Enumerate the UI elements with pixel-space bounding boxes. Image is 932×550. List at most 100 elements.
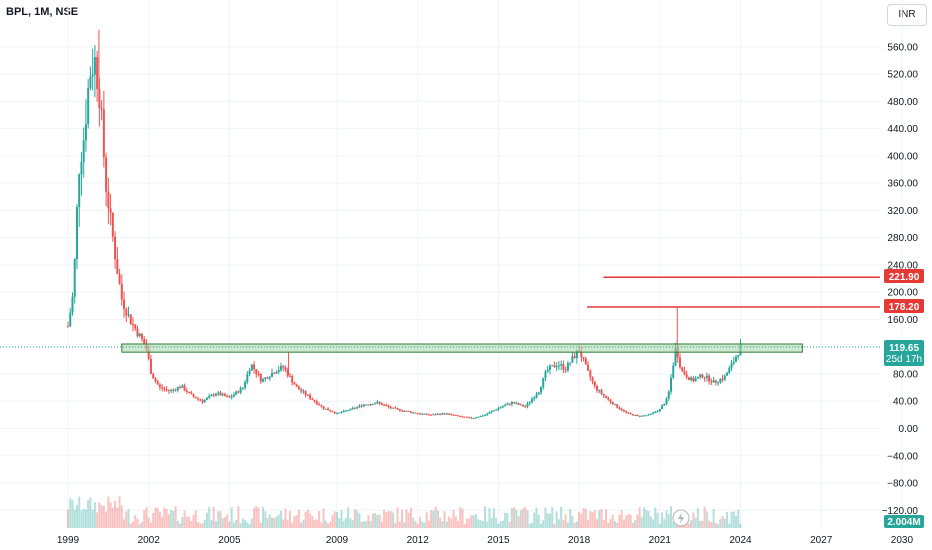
candle-body (450, 413, 453, 415)
candle-body (295, 384, 298, 387)
volume-bar (403, 522, 406, 528)
volume-bar (533, 512, 536, 528)
candle-body (582, 357, 585, 359)
candle-body (681, 367, 684, 371)
candle-body (315, 401, 318, 405)
candle-body (477, 416, 480, 418)
candle-body (262, 379, 265, 382)
volume-bar (282, 519, 285, 528)
volume-bar (587, 519, 590, 528)
candle-body (613, 404, 616, 406)
candle-body (696, 376, 699, 379)
volume-bar (190, 521, 193, 528)
volume-bar (100, 505, 103, 528)
volume-bar (524, 507, 527, 528)
y-tick-label: 320.00 (887, 206, 918, 217)
candle-body (618, 407, 621, 409)
time-axis[interactable]: 1999 2002 2005 2009 2012 2015 2018 2021 2024 2027… (57, 535, 914, 546)
volume-bar (528, 523, 531, 528)
currency-button[interactable]: INR (887, 4, 927, 26)
countdown-text: 25d 17h (886, 354, 922, 365)
candle-body (571, 356, 574, 363)
volume-bar (589, 511, 592, 528)
candle-body (369, 403, 372, 405)
volume-bar (268, 514, 271, 528)
volume-bar (167, 514, 170, 528)
volume-bar (360, 521, 363, 528)
volume-bar (306, 509, 309, 528)
candle-body (111, 212, 114, 237)
candle-body (616, 404, 619, 408)
candle-body (656, 411, 659, 413)
candle-body (665, 398, 668, 404)
volume-bar (136, 518, 139, 528)
volume-bar (286, 519, 289, 528)
replay-button[interactable] (672, 509, 690, 527)
candle-body (726, 372, 729, 376)
candle-body (553, 365, 556, 368)
candle-body (517, 403, 520, 405)
candle-body (185, 390, 188, 393)
volume-bar (304, 511, 307, 528)
candle-body (425, 413, 428, 415)
candle-body (526, 403, 529, 407)
candle-body (219, 392, 222, 396)
volume-bar (658, 523, 661, 528)
volume-bar (515, 509, 518, 528)
candle-body (210, 394, 213, 397)
volume-bar (537, 514, 540, 528)
candle-body (690, 377, 693, 381)
candle-body (304, 391, 307, 396)
volume-bar (226, 514, 229, 528)
chart-overlays (0, 276, 880, 353)
candle-body (143, 338, 146, 344)
candle-body (309, 395, 312, 399)
candle-body (82, 140, 85, 162)
volume-bar (318, 510, 321, 528)
y-tick-label: 240.00 (887, 260, 918, 271)
candle-body (387, 405, 390, 408)
volume-bar (185, 516, 188, 528)
volume-bar (214, 521, 217, 528)
candle-body (201, 400, 204, 403)
volume-bar (230, 507, 233, 528)
candle-body (398, 408, 401, 411)
volume-bar (643, 507, 646, 528)
volume-bar (161, 516, 164, 528)
volume-bar (201, 523, 204, 528)
candle-body (418, 413, 421, 415)
candle-body (134, 324, 137, 329)
candle-body (127, 314, 130, 316)
volume-bar (705, 511, 708, 528)
volume-bar (573, 522, 576, 528)
candle-body (674, 348, 677, 366)
volume-bar (423, 522, 426, 528)
volume-bar (138, 523, 141, 528)
volume-bar (474, 514, 477, 528)
volume-bar (542, 520, 545, 528)
volume-bar (147, 517, 150, 528)
volume-bar (374, 513, 377, 528)
y-tick-label: 280.00 (887, 233, 918, 244)
candle-body (105, 157, 108, 192)
y-tick-label: 40.00 (893, 397, 918, 408)
candle-body (338, 412, 341, 414)
candle-body (584, 358, 587, 365)
candle-body (360, 405, 363, 407)
volume-bar (723, 518, 726, 528)
volume-bar (531, 522, 534, 528)
candle-body (120, 283, 123, 300)
volume-bar (143, 510, 146, 528)
volume-bar (649, 516, 652, 528)
volume-bar (618, 514, 621, 528)
candle-body (589, 370, 592, 378)
volume-bar (432, 510, 435, 528)
volume-bar (690, 520, 693, 528)
volume-bar (336, 512, 338, 528)
candle-body (528, 402, 531, 404)
candle-body (717, 382, 720, 384)
volume-bar (145, 507, 148, 528)
volume-bar (125, 511, 128, 528)
candle-body (591, 377, 594, 382)
